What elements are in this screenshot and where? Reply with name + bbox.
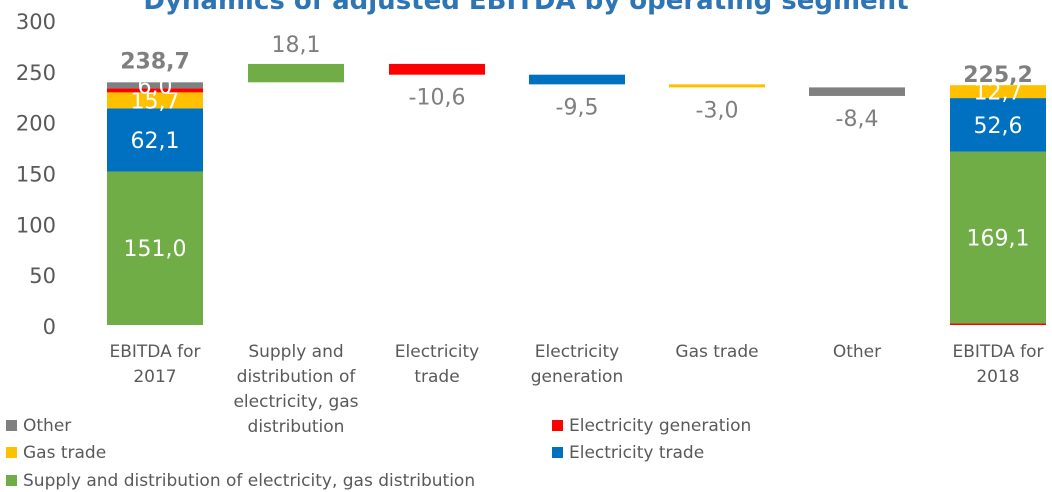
stacked-bar-segment [107, 171, 203, 325]
x-tick-label: 2018 [976, 367, 1019, 387]
data-label: 15,7 [131, 89, 180, 114]
data-label: 12,7 [974, 81, 1023, 106]
change-bar [809, 87, 905, 96]
x-tick-label: EBITDA for [109, 342, 200, 362]
legend-item-electricity-trade: Electricity trade [552, 443, 704, 463]
legend-item-electricity-generation: Electricity generation [552, 416, 751, 436]
data-label: -8,4 [836, 107, 879, 132]
data-label: 18,1 [272, 33, 321, 58]
change-bar [529, 74, 625, 85]
data-label: 62,1 [131, 129, 180, 154]
y-tick-label: 200 [16, 112, 56, 136]
legend-label-electricity-trade: Electricity trade [569, 443, 705, 463]
legend-swatch-electricity-trade [552, 447, 563, 458]
x-tick-label: Supply and [248, 342, 343, 362]
legend-item-gas-trade: Gas trade [6, 443, 106, 463]
data-label: 52,6 [974, 114, 1023, 139]
legend-label-supply-distribution: Supply and distribution of electricity, … [23, 471, 476, 491]
legend-label-electricity-generation: Electricity generation [569, 416, 752, 436]
stacked-bar-segment [950, 323, 1046, 325]
change-bar [389, 63, 485, 75]
stacked-bar-segment [107, 108, 203, 172]
y-tick-label: 250 [16, 61, 56, 85]
legend-label-other: Other [23, 416, 72, 436]
stacked-bar-segment [950, 151, 1046, 324]
y-tick-label: 0 [43, 315, 56, 339]
total-label: 238,7 [120, 49, 190, 74]
x-tick-label: Electricity [535, 342, 619, 362]
x-tick-label: Gas trade [675, 342, 758, 362]
stacked-bar-segment [950, 85, 1046, 99]
legend-item-other: Other [6, 416, 71, 436]
legend-swatch-electricity-generation [552, 420, 563, 431]
y-tick-label: 50 [29, 264, 56, 288]
x-tick-label: distribution of [237, 367, 357, 387]
x-tick-label: distribution [248, 417, 345, 437]
x-tick-label: EBITDA for [952, 342, 1043, 362]
waterfall-chart: 0 50 100 150 200 250 300 EBITDA for 2017 Supply a… [16, 10, 1046, 437]
x-tick-label: Electricity [395, 342, 479, 362]
stacked-bar-segment [950, 98, 1046, 152]
total-label: 225,2 [963, 63, 1033, 88]
y-tick-label: 100 [16, 213, 56, 237]
data-label: -9,5 [556, 95, 599, 120]
data-label: 169,1 [967, 227, 1030, 252]
change-bar [248, 63, 344, 83]
data-label: -3,0 [696, 98, 739, 123]
x-tick-label: Other [833, 342, 881, 362]
x-tick-label: generation [531, 367, 623, 387]
stacked-bar-segment [107, 82, 203, 89]
x-tick-label: 2017 [133, 367, 176, 387]
legend-label-gas-trade: Gas trade [23, 443, 107, 463]
legend-swatch-supply-distribution [6, 475, 17, 486]
stacked-bar-segment [107, 88, 203, 93]
stacked-bar-segment [107, 92, 203, 109]
data-label: -10,6 [409, 86, 466, 111]
data-label: 151,0 [124, 237, 187, 262]
x-tick-label: trade [414, 367, 459, 387]
chart-title: Dynamics of adjusted EBITDA by operating… [143, 0, 909, 16]
y-tick-label: 150 [16, 163, 56, 187]
x-tick-label: electricity, gas [233, 392, 358, 412]
legend-swatch-gas-trade [6, 447, 17, 458]
change-bar [669, 84, 765, 88]
legend-item-supply-distribution: Supply and distribution of electricity, … [6, 471, 475, 491]
legend-swatch-other [6, 420, 17, 431]
y-tick-label: 300 [16, 10, 56, 34]
data-label: 6,0 [138, 74, 173, 99]
